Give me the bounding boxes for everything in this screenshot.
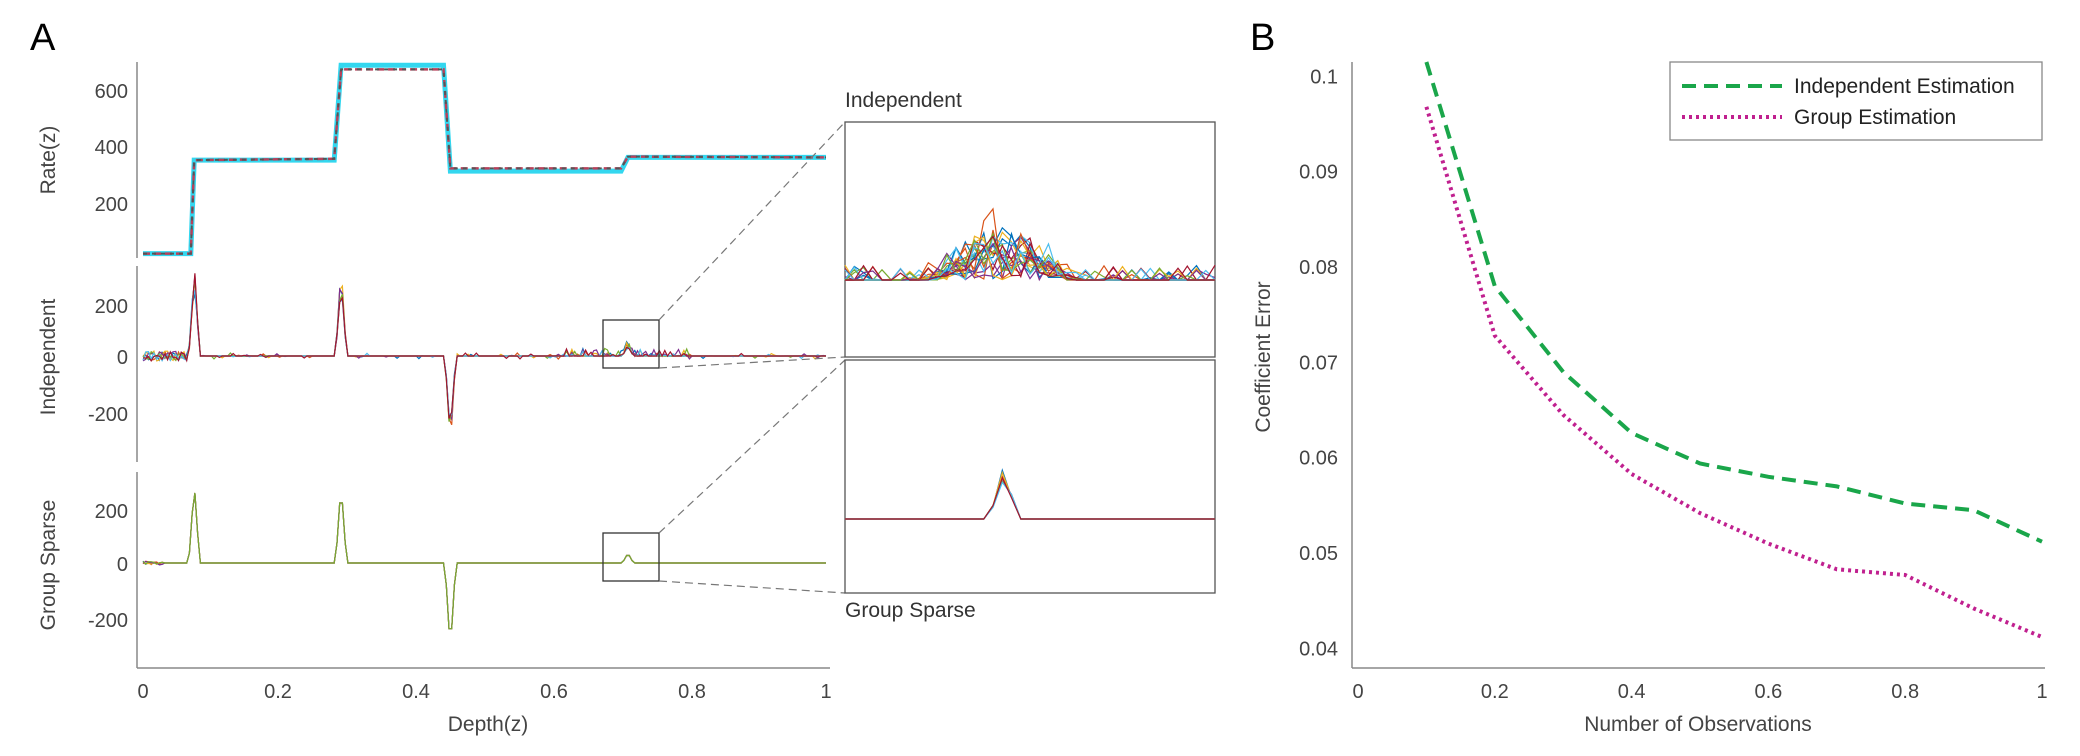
connector-group-bottom xyxy=(658,580,846,594)
panel-a-letter: A xyxy=(30,17,56,59)
independent-subplot: 200 0 -200 Independent xyxy=(37,266,827,462)
group-traces-trace-1 xyxy=(142,492,826,630)
inset-group-sparse-title: Group Sparse xyxy=(845,599,976,622)
a-x-tick-08: 0.8 xyxy=(678,681,706,703)
a-x-tick-02: 0.2 xyxy=(264,681,292,703)
group-sparse-tick-neg200: -200 xyxy=(88,610,128,632)
indep-traces-trace-5 xyxy=(142,290,826,416)
b-x-tick-4: 0.8 xyxy=(1891,681,1919,703)
group-traces-trace-3 xyxy=(142,492,826,630)
panel-b-y-label: Coefficient Error xyxy=(1252,281,1275,432)
b-x-tick-3: 0.6 xyxy=(1754,681,1782,703)
rate-subplot: 200 400 600 Rate(z) xyxy=(37,62,827,258)
b-x-tick-1: 0.2 xyxy=(1481,681,1509,703)
independent-zoom-box xyxy=(602,319,660,369)
inset-independent-title: Independent xyxy=(845,89,962,112)
indep-traces-trace-2 xyxy=(142,276,826,421)
a-x-tick-06: 0.6 xyxy=(540,681,568,703)
independent-tick-neg200: -200 xyxy=(88,404,128,426)
inset-group-sparse: Group Sparse xyxy=(844,359,1216,622)
indep-traces-trace-0 xyxy=(142,287,826,418)
indep-traces-trace-3 xyxy=(142,275,827,422)
b-y-tick-2: 0.08 xyxy=(1299,257,1338,279)
b-y-tick-6: 0.04 xyxy=(1299,639,1338,661)
panel-b-x-ticks: 0 0.2 0.4 0.6 0.8 1 xyxy=(1352,681,2047,703)
group-sparse-traces xyxy=(142,492,826,630)
inset-group-sparse-traces xyxy=(845,468,1215,520)
legend-box xyxy=(1669,61,2043,141)
panel-b-axes: 0.1 0.09 0.08 0.07 0.06 0.05 0.04 0 0.2 0.4 0.6 0.… xyxy=(1252,61,2048,736)
legend-group-label: Group Estimation xyxy=(1794,106,1956,129)
panel-a-x-axis: 0 0.2 0.4 0.6 0.8 1 Depth(z) xyxy=(137,667,832,736)
rate-tick-400: 400 xyxy=(95,137,128,159)
independent-tick-0: 0 xyxy=(117,347,128,369)
connector-independent-top xyxy=(658,121,846,321)
group-traces-trace-4 xyxy=(142,492,826,630)
connector-independent-bottom xyxy=(658,356,846,369)
b-x-tick-2: 0.4 xyxy=(1618,681,1646,703)
independent-tick-200: 200 xyxy=(95,296,128,318)
panel-b-y-ticks: 0.1 0.09 0.08 0.07 0.06 0.05 0.04 xyxy=(1299,66,1338,660)
b-y-tick-1: 0.09 xyxy=(1299,162,1338,184)
independent-traces xyxy=(142,273,827,426)
estimated-rate-line-2 xyxy=(143,68,827,255)
panel-b-letter: B xyxy=(1250,17,1275,59)
rate-tick-200: 200 xyxy=(95,194,128,216)
inset-group-traces-trace-6 xyxy=(845,476,1215,520)
legend-independent-label: Independent Estimation xyxy=(1794,75,2015,98)
b-x-tick-0: 0 xyxy=(1352,681,1363,703)
a-x-tick-0: 0 xyxy=(137,681,148,703)
b-y-tick-3: 0.07 xyxy=(1299,352,1338,374)
inset-indep-traces-trace-20 xyxy=(845,235,1215,281)
a-x-tick-1: 1 xyxy=(820,681,831,703)
b-y-tick-0: 0.1 xyxy=(1310,66,1338,88)
group-sparse-zoom-box xyxy=(602,532,660,582)
b-x-tick-5: 1 xyxy=(2036,681,2047,703)
rate-tick-600: 600 xyxy=(95,81,128,103)
independent-estimation-line xyxy=(1424,61,2043,544)
inset-group-sparse-frame xyxy=(844,359,1216,594)
indep-traces-trace-6 xyxy=(142,273,826,419)
group-traces-trace-2 xyxy=(142,492,826,630)
panel-b-x-label: Number of Observations xyxy=(1584,713,1812,736)
legend: Independent Estimation Group Estimation xyxy=(1669,61,2043,141)
b-y-tick-5: 0.05 xyxy=(1299,543,1338,565)
indep-traces-trace-4 xyxy=(142,279,826,422)
rate-y-label: Rate(z) xyxy=(37,126,60,195)
inset-independent-traces xyxy=(844,207,1216,282)
a-x-label: Depth(z) xyxy=(448,713,529,736)
indep-traces-trace-1 xyxy=(142,276,826,426)
group-traces-trace-0 xyxy=(142,492,826,630)
group-sparse-tick-200: 200 xyxy=(95,501,128,523)
group-sparse-y-label: Group Sparse xyxy=(37,500,60,631)
group-sparse-subplot: 200 0 -200 Group Sparse xyxy=(37,472,826,668)
connector-group-top xyxy=(658,359,846,534)
b-y-tick-4: 0.06 xyxy=(1299,448,1338,470)
zoom-connectors xyxy=(658,121,846,594)
group-estimation-line xyxy=(1424,106,2043,639)
group-sparse-tick-0: 0 xyxy=(117,554,128,576)
inset-independent: Independent xyxy=(844,89,1216,358)
a-x-tick-04: 0.4 xyxy=(402,681,430,703)
inset-indep-traces-trace-17 xyxy=(845,242,1215,281)
independent-y-label: Independent xyxy=(37,298,60,415)
